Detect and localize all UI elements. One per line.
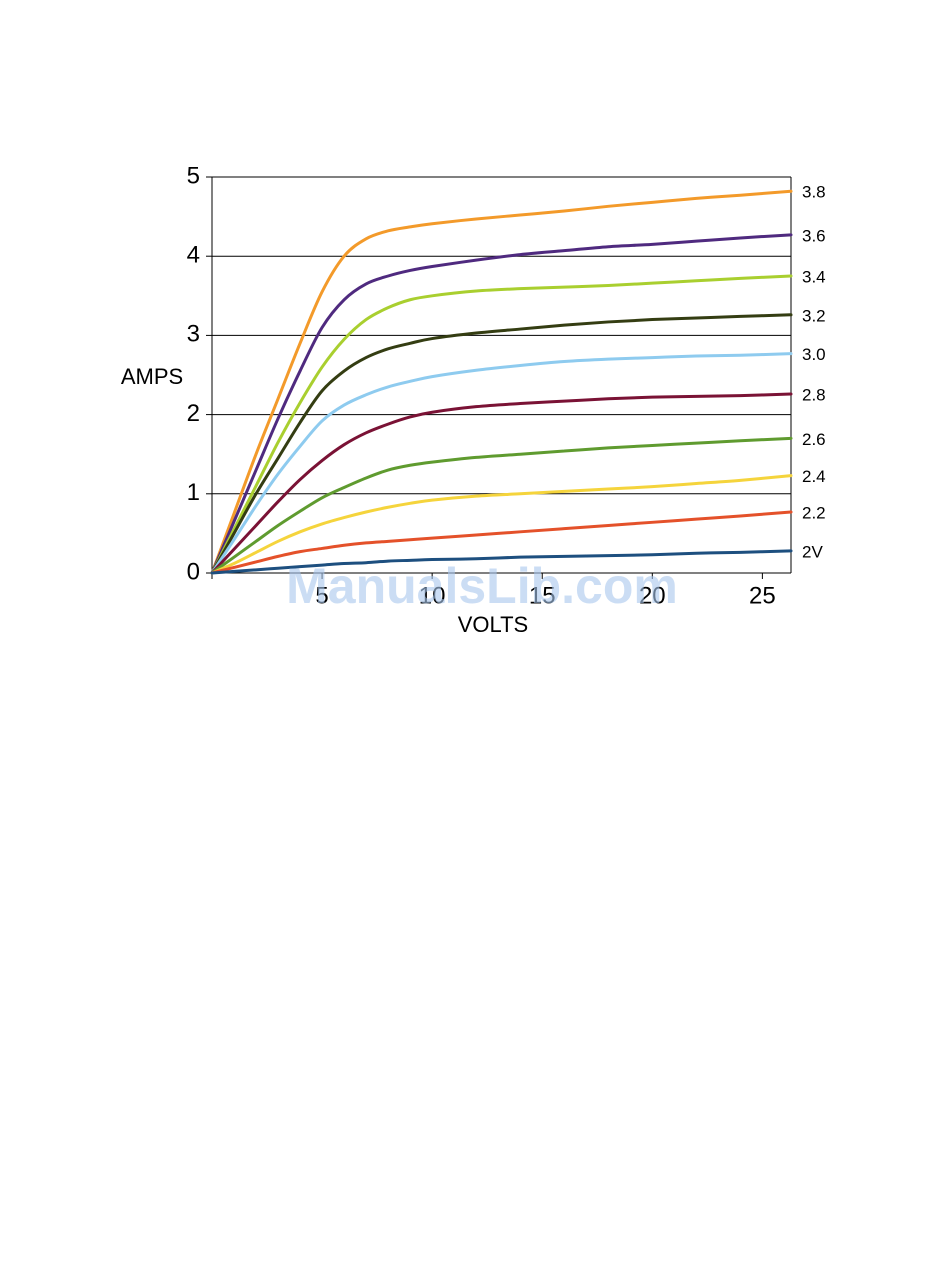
- series-line: [210, 474, 793, 575]
- y-tick-label: 4: [187, 242, 200, 269]
- series-line: [210, 436, 793, 575]
- series-label: 3.4: [802, 267, 826, 286]
- series-label: 3.8: [802, 183, 826, 202]
- series-line: [210, 510, 793, 575]
- series-label: 2.6: [802, 430, 826, 449]
- y-tick-label: 2: [187, 400, 200, 427]
- series-line: [210, 274, 793, 575]
- x-tick-label: 20: [639, 582, 666, 609]
- series-label: 3.2: [802, 306, 826, 325]
- series-line: [210, 313, 793, 575]
- x-tick-label: 10: [419, 582, 446, 609]
- y-tick-label: 1: [187, 479, 200, 506]
- x-tick-label: 15: [529, 582, 556, 609]
- series-line: [210, 233, 793, 575]
- series-line: [210, 549, 793, 575]
- y-tick-label: 5: [187, 162, 200, 189]
- watermark: ManualsLib.com: [286, 558, 678, 614]
- series-line: [210, 392, 793, 575]
- y-axis-label: AMPS: [121, 364, 183, 389]
- series-line: [210, 352, 793, 575]
- series-label: 2.2: [802, 504, 826, 523]
- x-axis-label: VOLTS: [458, 612, 529, 637]
- y-tick-label: 3: [187, 321, 200, 348]
- series-label: 3.0: [802, 345, 826, 364]
- series-label: 2.8: [802, 385, 826, 404]
- series-label: 2V: [802, 542, 823, 561]
- y-tick-label: 0: [187, 558, 200, 585]
- x-tick-label: 5: [315, 582, 328, 609]
- x-tick-label: 25: [749, 582, 776, 609]
- series-label: 3.6: [802, 226, 826, 245]
- series-label: 2.4: [802, 467, 826, 486]
- series-line: [210, 189, 793, 575]
